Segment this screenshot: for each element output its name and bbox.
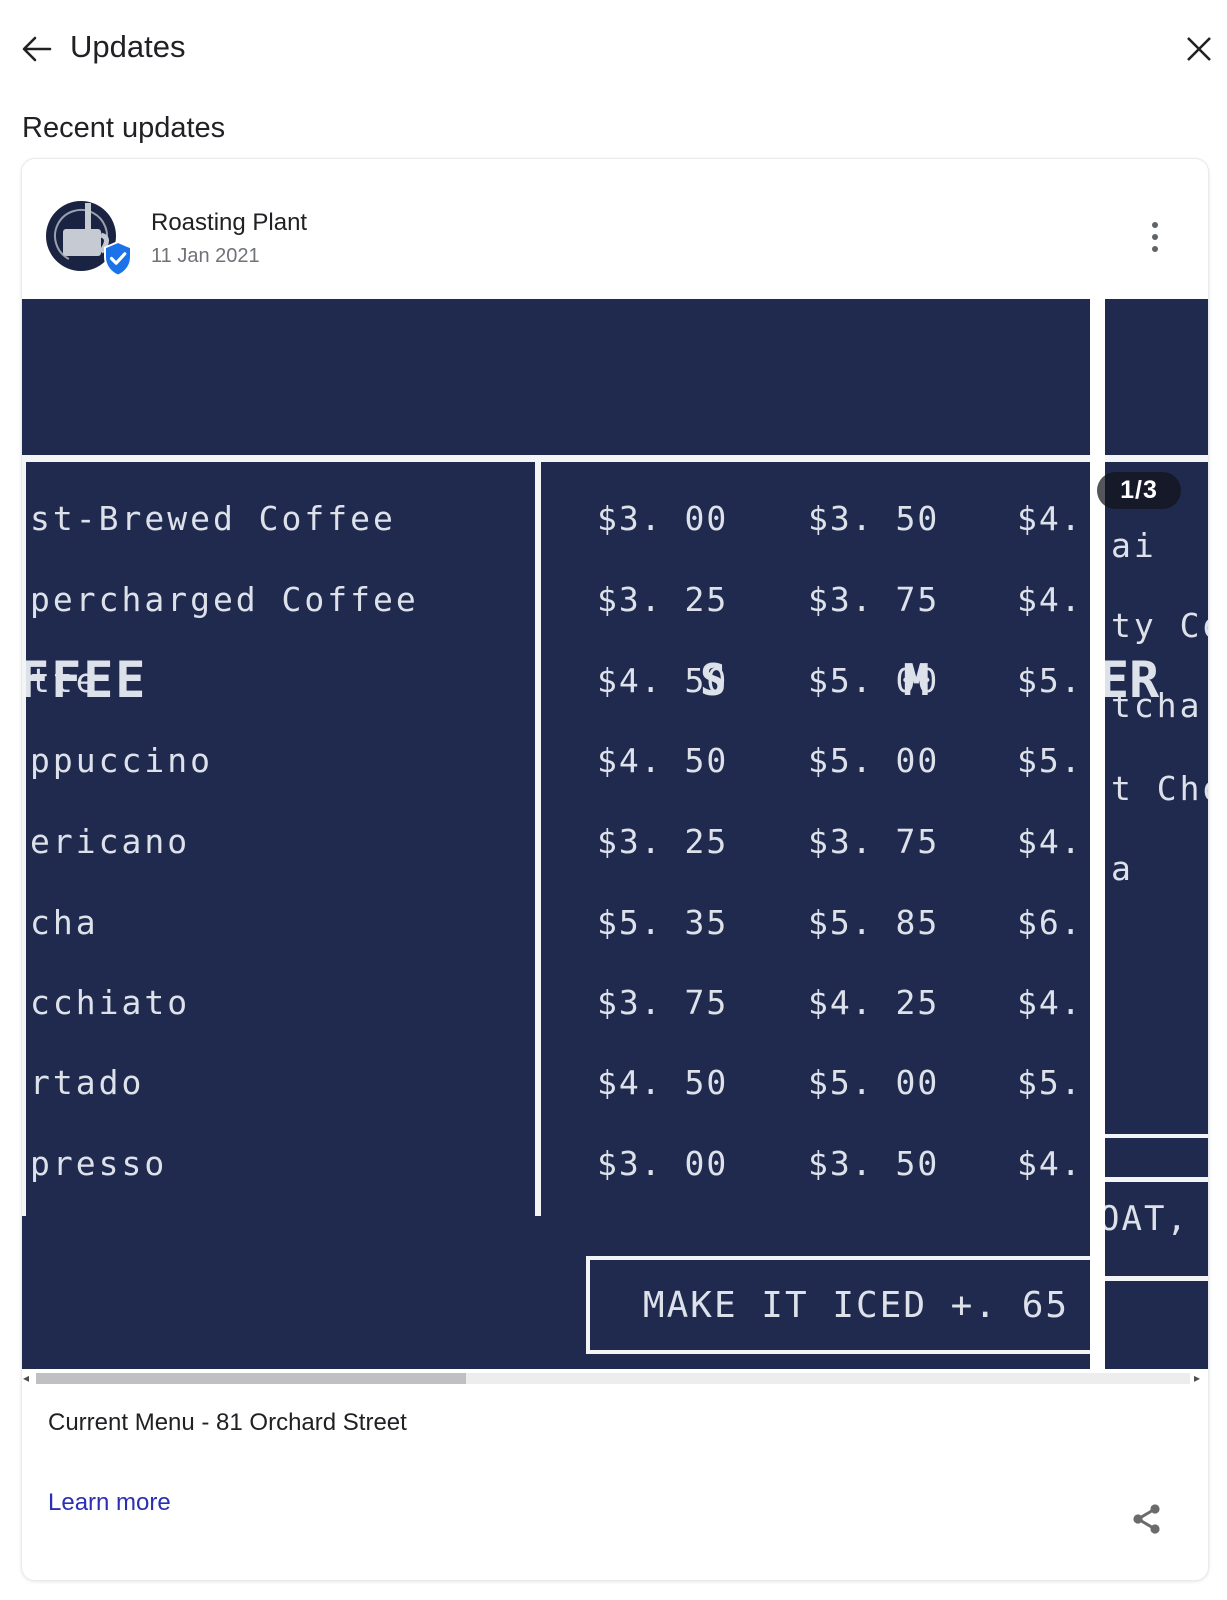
menu-item-price-m: $3. 75 <box>808 580 940 619</box>
sliver-line <box>1105 1134 1208 1138</box>
menu-column-line <box>535 462 541 1216</box>
menu-item-price-s: $4. 50 <box>597 1063 729 1102</box>
scroll-right-arrow-icon[interactable]: ▸ <box>1194 1371 1201 1385</box>
menu-item-name: ppuccino <box>30 741 213 780</box>
column-header-small: S <box>700 655 727 706</box>
menu-item-price-m: $5. 00 <box>808 661 940 700</box>
sliver-section-title: ER <box>1105 651 1160 709</box>
menu-photo[interactable]: FFEE S M st-Brewed Coffee $3. 00 $3. 50 … <box>22 299 1090 1369</box>
menu-item-price-l: $6. <box>1017 903 1083 942</box>
kebab-dot <box>1152 234 1158 240</box>
kebab-dot <box>1152 246 1158 252</box>
menu-item-price-m: $3. 50 <box>808 1144 940 1183</box>
menu-item-price-s: $3. 00 <box>597 499 729 538</box>
menu-item-name: cha <box>30 903 99 942</box>
more-options-button[interactable] <box>1146 215 1164 259</box>
back-button[interactable] <box>18 30 56 68</box>
menu-item-price-m: $3. 50 <box>808 499 940 538</box>
menu-border-line <box>22 462 26 1216</box>
menu-item-price-s: $5. 35 <box>597 903 729 942</box>
menu-item-name: presso <box>30 1144 168 1183</box>
menu-item-price-s: $4. 50 <box>597 661 729 700</box>
close-icon <box>1187 37 1211 61</box>
menu-item-name: tte <box>30 661 99 700</box>
sliver-item: ty Co <box>1111 606 1208 645</box>
share-icon <box>1133 1504 1160 1534</box>
menu-item-price-l: $5. <box>1017 741 1083 780</box>
menu-item-price-l: $5. <box>1017 1063 1083 1102</box>
kebab-dot <box>1152 222 1158 228</box>
menu-item-price-l: $5. <box>1017 661 1083 700</box>
menu-item-price-l: $4. <box>1017 580 1083 619</box>
menu-item-price-s: $3. 75 <box>597 983 729 1022</box>
menu-section-title: FFEE <box>22 651 148 709</box>
photo-carousel: FFEE S M st-Brewed Coffee $3. 00 $3. 50 … <box>22 299 1208 1369</box>
menu-divider <box>22 455 1090 462</box>
page-title: Updates <box>70 29 186 64</box>
menu-item-price-l: $4. <box>1017 983 1083 1022</box>
close-button[interactable] <box>1183 33 1215 65</box>
update-card: Roasting Plant 11 Jan 2021 FFEE S M st-B… <box>21 158 1209 1581</box>
share-button[interactable] <box>1129 1501 1165 1537</box>
menu-item-price-m: $5. 00 <box>808 1063 940 1102</box>
sliver-line <box>1105 1177 1208 1182</box>
sliver-item: tcha <box>1111 686 1203 725</box>
learn-more-link[interactable]: Learn more <box>48 1489 171 1516</box>
sliver-line <box>1105 1276 1208 1281</box>
post-date: 11 Jan 2021 <box>151 245 260 267</box>
image-counter-badge: 1/3 <box>1097 472 1181 509</box>
menu-item-price-m: $5. 00 <box>808 741 940 780</box>
menu-item-price-l: $4. <box>1017 1144 1083 1183</box>
menu-item-price-m: $5. 85 <box>808 903 940 942</box>
menu-item-price-m: $4. 25 <box>808 983 940 1022</box>
sliver-divider <box>1105 455 1208 462</box>
menu-item-price-s: $3. 25 <box>597 822 729 861</box>
menu-item-price-s: $3. 25 <box>597 580 729 619</box>
menu-item-name: st-Brewed Coffee <box>30 499 396 538</box>
next-photo-partial[interactable]: ER ai ty Co tcha t Choc a OAT, <box>1105 299 1208 1369</box>
menu-item-price-l: $4. <box>1017 822 1083 861</box>
menu-item-price-m: $3. 75 <box>808 822 940 861</box>
verified-badge-icon <box>101 240 135 277</box>
arrow-left-icon <box>22 36 52 62</box>
make-it-iced-box: MAKE IT ICED +. 65 <box>586 1256 1090 1354</box>
sliver-item: a <box>1111 849 1134 888</box>
menu-item-name: ericano <box>30 822 191 861</box>
scrollbar-thumb[interactable] <box>36 1373 466 1384</box>
column-header-medium: M <box>903 655 930 706</box>
avatar <box>46 201 116 271</box>
sliver-item: ai <box>1111 526 1157 565</box>
business-name: Roasting Plant <box>151 209 308 236</box>
make-it-iced-note: MAKE IT ICED +. 65 <box>642 1284 1070 1326</box>
menu-item-price-s: $4. 50 <box>597 741 729 780</box>
scroll-left-arrow-icon[interactable]: ◂ <box>23 1371 30 1385</box>
menu-item-price-l: $4. <box>1017 499 1083 538</box>
sliver-item: t Choc <box>1111 769 1208 808</box>
scrollbar-track[interactable] <box>36 1373 1190 1384</box>
post-caption: Current Menu - 81 Orchard Street <box>48 1409 407 1436</box>
sliver-milk-note: OAT, <box>1105 1199 1189 1239</box>
menu-item-name: cchiato <box>30 983 191 1022</box>
carousel-scrollbar[interactable]: ◂ ▸ <box>22 1371 1208 1385</box>
menu-item-price-s: $3. 00 <box>597 1144 729 1183</box>
roasting-plant-logo-icon <box>53 203 109 263</box>
menu-item-name: percharged Coffee <box>30 580 419 619</box>
menu-item-name: rtado <box>30 1063 145 1102</box>
section-title: Recent updates <box>22 112 226 144</box>
